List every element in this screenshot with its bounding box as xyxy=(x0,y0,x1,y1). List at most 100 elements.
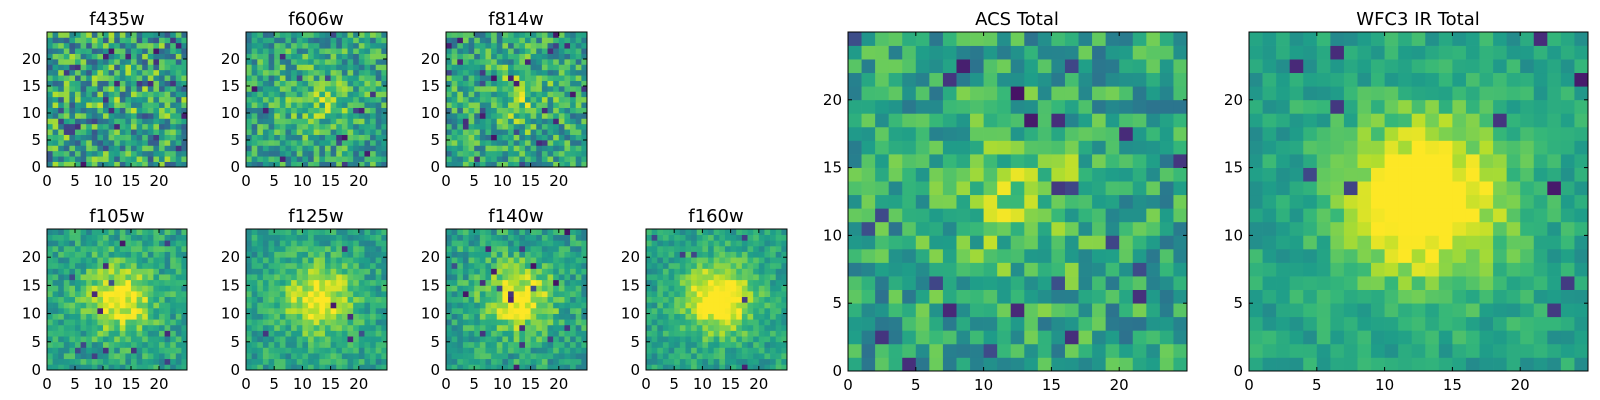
heatmap-cell xyxy=(1024,357,1039,372)
heatmap-cell xyxy=(114,324,121,331)
heatmap-cell xyxy=(142,118,149,125)
heatmap-cell xyxy=(159,64,165,71)
heatmap-cell xyxy=(279,156,286,162)
heatmap-cell xyxy=(530,274,537,281)
heatmap-cell xyxy=(358,319,365,326)
heatmap-cell xyxy=(575,80,582,87)
heatmap-cell xyxy=(508,80,515,87)
heatmap-cell xyxy=(63,307,70,314)
heatmap-cell xyxy=(496,42,503,49)
heatmap-cell xyxy=(119,134,126,141)
heatmap-cell xyxy=(97,319,104,326)
heatmap-cell xyxy=(691,291,698,298)
heatmap-cell xyxy=(1024,208,1039,223)
heatmap-cell xyxy=(381,257,388,264)
heatmap-cell xyxy=(474,302,481,309)
heatmap-cells xyxy=(446,32,588,168)
heatmap-cell xyxy=(246,59,252,65)
heatmap-cell xyxy=(58,285,65,292)
heatmap-cell xyxy=(97,140,104,146)
heatmap-cell xyxy=(313,69,320,76)
heatmap-cell xyxy=(119,53,126,60)
heatmap-cell xyxy=(575,307,582,314)
heatmap-cell xyxy=(86,353,93,360)
heatmap-cell xyxy=(457,330,464,337)
heatmap-cell xyxy=(285,358,292,365)
heatmap-cell xyxy=(136,341,143,348)
heatmap-cell xyxy=(570,313,577,320)
heatmap-cell xyxy=(730,336,737,343)
heatmap-cell xyxy=(457,59,464,65)
heatmap-cell xyxy=(103,353,109,360)
heatmap-cell xyxy=(69,302,76,309)
y-tick-label: 10 xyxy=(221,104,240,122)
heatmap-cell xyxy=(474,59,481,65)
heatmap-cell xyxy=(142,257,149,264)
heatmap-cell xyxy=(558,156,565,162)
heatmap-cell xyxy=(308,48,315,54)
heatmap-cell xyxy=(80,107,87,114)
heatmap-cell xyxy=(52,96,59,103)
heatmap-cell xyxy=(63,86,70,92)
heatmap-cell xyxy=(915,208,930,223)
heatmap-cell xyxy=(353,86,360,92)
heatmap-cell xyxy=(324,285,331,292)
heatmap-cell xyxy=(719,268,726,275)
heatmap-cell xyxy=(131,48,137,54)
heatmap-cell xyxy=(170,324,177,331)
heatmap-cell xyxy=(570,296,577,303)
heatmap-cell xyxy=(91,150,98,157)
heatmap-cell xyxy=(108,140,115,146)
heatmap-cell xyxy=(108,302,115,309)
heatmap-cell xyxy=(888,289,903,304)
heatmap-cell xyxy=(708,279,715,286)
heatmap-cell xyxy=(575,48,582,54)
heatmap-cell xyxy=(347,336,354,343)
heatmap-cell xyxy=(502,118,509,125)
heatmap-cell xyxy=(170,129,177,135)
heatmap-cell xyxy=(313,32,320,38)
heatmap-cell xyxy=(491,319,498,326)
heatmap-cell xyxy=(888,235,903,250)
heatmap-cell xyxy=(159,291,165,298)
heatmap-cell xyxy=(353,91,360,98)
heatmap-cell xyxy=(69,80,76,87)
heatmap-cell xyxy=(103,364,109,371)
heatmap-cell xyxy=(302,358,309,365)
heatmap-cell xyxy=(479,302,486,309)
heatmap-cell xyxy=(983,289,998,304)
heatmap-cell xyxy=(736,347,743,354)
heatmap-cell xyxy=(491,69,498,76)
heatmap-cell xyxy=(741,358,748,365)
heatmap-cell xyxy=(159,251,165,258)
heatmap-cell xyxy=(47,257,53,264)
heatmap-cell xyxy=(474,234,481,241)
heatmap-cell xyxy=(136,353,143,360)
heatmap-cell xyxy=(1078,289,1093,304)
heatmap-cell xyxy=(468,42,475,49)
heatmap-cell xyxy=(268,118,275,125)
heatmap-cell xyxy=(268,107,275,114)
heatmap-cell xyxy=(702,353,709,360)
heatmap-cell xyxy=(508,48,515,54)
heatmap-cell xyxy=(668,285,675,292)
heatmap-cell xyxy=(69,150,76,157)
heatmap-cell xyxy=(485,291,492,298)
heatmap-cell xyxy=(570,102,577,108)
heatmap-cell xyxy=(747,302,754,309)
heatmap-cell xyxy=(91,80,98,87)
heatmap-cell xyxy=(479,102,486,108)
heatmap-cell xyxy=(313,129,320,135)
heatmap-cell xyxy=(75,53,81,60)
heatmap-cell xyxy=(708,291,715,298)
heatmap-cell xyxy=(313,291,320,298)
heatmap-cell xyxy=(262,91,269,98)
heatmap-cell xyxy=(164,75,171,81)
heatmap-cell xyxy=(888,262,903,277)
heatmap-cell xyxy=(524,129,531,135)
heatmap-cell xyxy=(381,42,388,49)
heatmap-cell xyxy=(457,302,464,309)
heatmap-cell xyxy=(330,341,337,348)
heatmap-cell xyxy=(719,291,726,298)
heatmap-cell xyxy=(75,268,81,275)
